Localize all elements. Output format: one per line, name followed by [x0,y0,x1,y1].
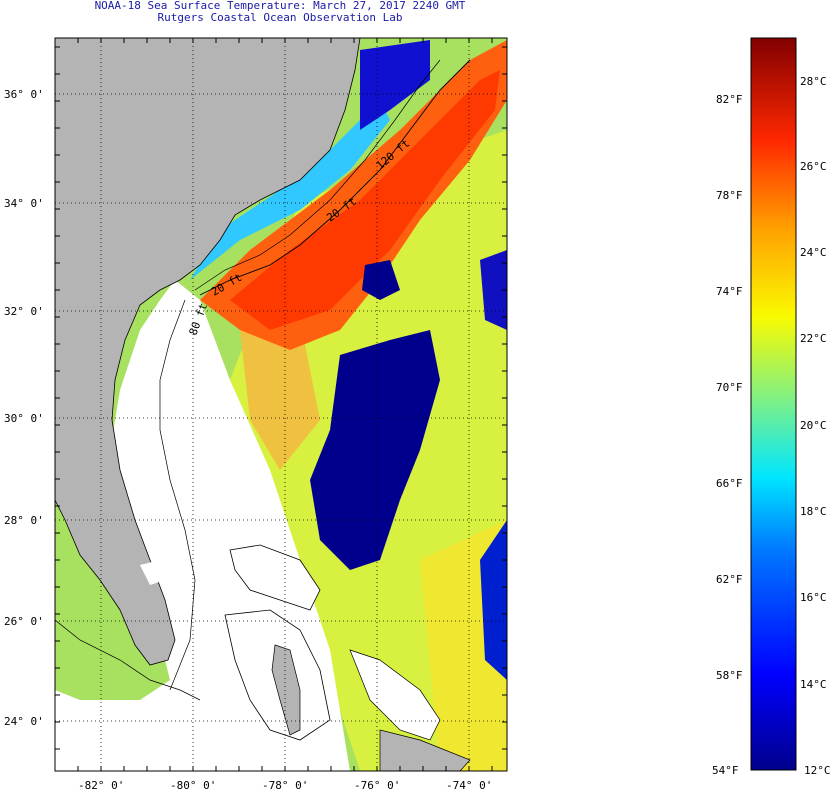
cuba-coast [379,729,471,771]
map-title: NOAA-18 Sea Surface Temperature: March 2… [94,0,466,12]
colorbar-label-58f: 58°F [716,669,743,682]
cold-patch-large [310,330,440,570]
lat-label-24: 24° 0' [4,715,44,728]
cold-patch-southeast [480,520,507,680]
sst-field-orange-patch [240,320,320,470]
cold-patch-east [480,250,507,330]
lon-label-80: -80° 0' [170,779,216,792]
colorbar-label-82f: 82°F [716,93,743,106]
bahamas-bank-south [349,649,441,741]
colorbar-label-26c: 26°C [800,160,827,173]
colorbar-label-74f: 74°F [716,285,743,298]
lat-label-36: 36° 0' [4,88,44,101]
colorbar-label-16c: 16°C [800,591,827,604]
colorbar-label-18c: 18°C [800,505,827,518]
colorbar-label-66f: 66°F [716,477,743,490]
lat-label-26: 26° 0' [4,615,44,628]
colorbar-label-14c: 14°C [800,678,827,691]
bahamas-bank-north [229,544,321,611]
land-florida-southeast-us [55,38,361,666]
lat-label-28: 28° 0' [4,514,44,527]
colorbar-label-22c: 22°C [800,332,827,345]
colorbar-label-62f: 62°F [716,573,743,586]
colorbar [750,37,797,771]
lon-label-74: -74° 0' [446,779,492,792]
isobath-contour-keys [55,619,201,701]
andros-island [271,644,301,736]
lon-label-82: -82° 0' [78,779,124,792]
map-frame [54,37,508,772]
cold-water-north [360,40,430,130]
colorbar-label-24c: 24°C [800,246,827,259]
map-ticks [54,38,507,771]
lat-label-34: 34° 0' [4,197,44,210]
cold-patch-small [362,260,400,300]
colorbar-label-28c: 28°C [800,75,827,88]
map-panel [55,38,507,771]
lat-label-30: 30° 0' [4,412,44,425]
colorbar-label-20c: 20°C [800,419,827,432]
colorbar-label-78f: 78°F [716,189,743,202]
lon-label-76: -76° 0' [354,779,400,792]
shelf-cool-water [190,100,390,280]
isobath-contour-outer [199,59,471,296]
isobath-contour-inner [194,59,441,291]
lon-label-78: -78° 0' [262,779,308,792]
lat-label-32: 32° 0' [4,305,44,318]
isobath-contour-florida [159,299,196,691]
lake-okeechobee [140,560,165,585]
colorbar-label-70f: 70°F [716,381,743,394]
graticule [55,38,507,771]
map-subtitle: Rutgers Coastal Ocean Observation Lab [157,11,403,24]
gulf-stream-core [230,70,500,330]
colorbar-label-54f: 54°F [712,764,739,777]
colorbar-label-12c: 12°C [804,764,831,777]
